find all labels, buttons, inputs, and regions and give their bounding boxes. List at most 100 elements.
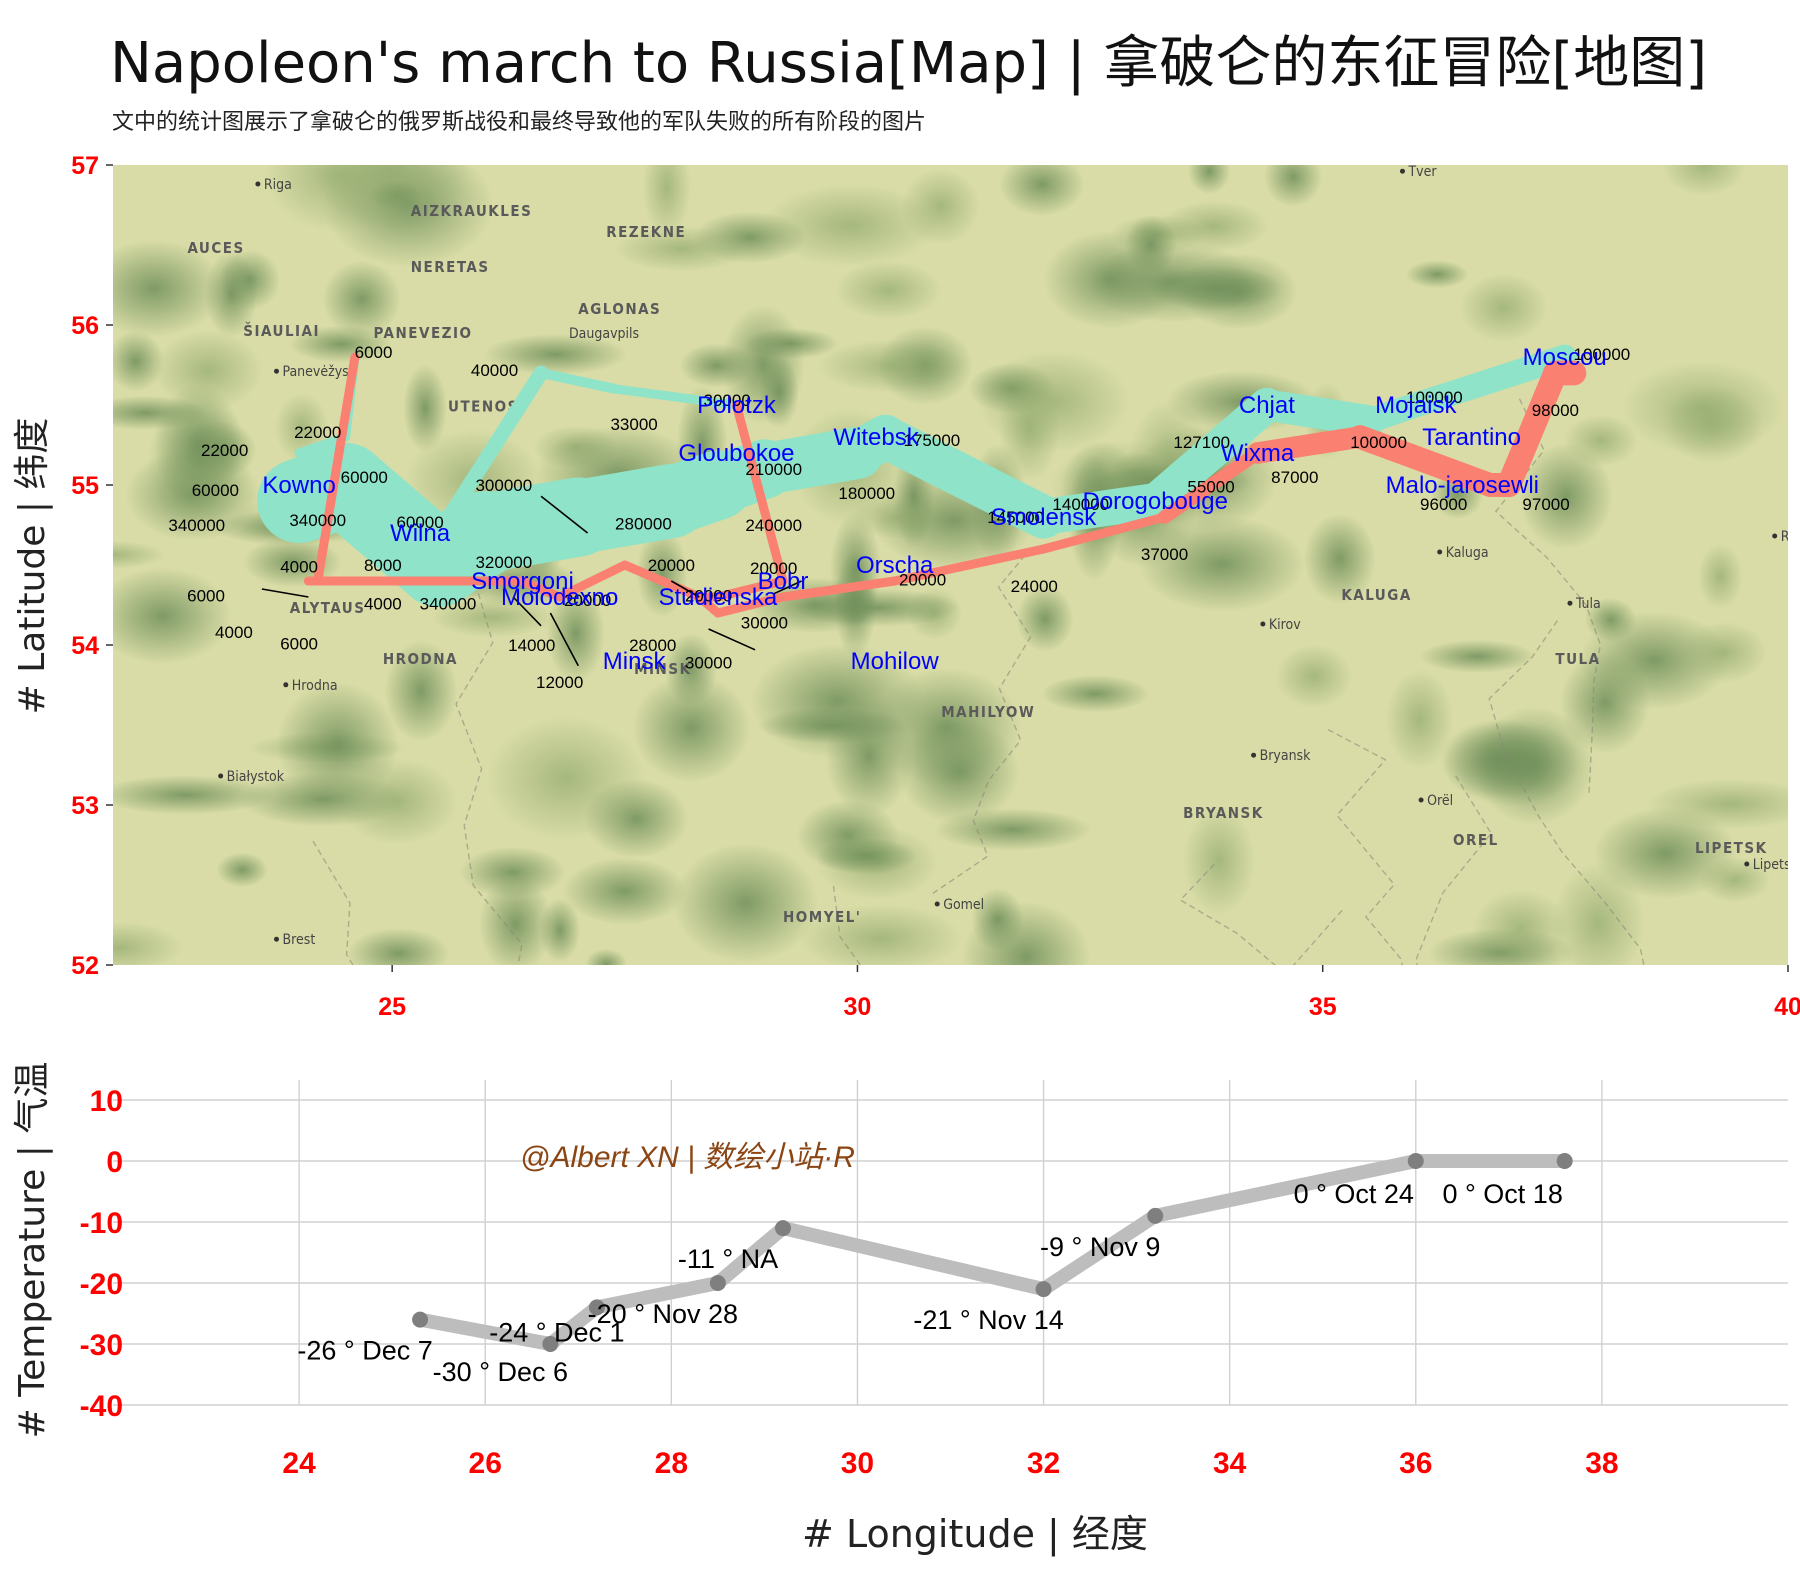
troop-count-label: 280000 bbox=[615, 514, 672, 533]
city-label: Wixma bbox=[1221, 440, 1295, 467]
border-line bbox=[1488, 620, 1645, 965]
troop-count-label: 100000 bbox=[1574, 345, 1631, 364]
troop-count-label: 320000 bbox=[475, 553, 532, 572]
troop-count-label: 140000 bbox=[1052, 495, 1109, 514]
temperature-y-tick-label: -20 bbox=[80, 1268, 123, 1301]
place-dot bbox=[283, 682, 289, 688]
forest-patch bbox=[614, 225, 751, 272]
basemap-label: Kaluga bbox=[1446, 545, 1489, 561]
temperature-point-label: -11 ° NA bbox=[678, 1244, 778, 1274]
forest-patch bbox=[459, 846, 566, 899]
basemap-label: Gomel bbox=[943, 897, 984, 913]
troop-count-label: 98000 bbox=[1532, 401, 1579, 420]
temperature-point-label: 0 ° Oct 18 bbox=[1442, 1179, 1562, 1209]
temperature-y-tick-label: -10 bbox=[80, 1207, 123, 1240]
map-x-tick-label: 40 bbox=[1774, 993, 1800, 1021]
leader-line bbox=[773, 580, 802, 595]
temperature-line-segment bbox=[710, 1221, 790, 1290]
basemap-label: Panevėžys bbox=[283, 364, 349, 380]
forest-patch bbox=[1697, 543, 1743, 611]
border-line bbox=[1494, 398, 1602, 796]
retreat-segment bbox=[890, 544, 1049, 586]
city-label: Minsk bbox=[603, 648, 667, 675]
forest-patch bbox=[585, 948, 628, 965]
temperature-point-label: -24 ° Dec 1 bbox=[489, 1317, 624, 1347]
temperature-point bbox=[542, 1336, 559, 1352]
advance-segment bbox=[611, 384, 741, 410]
troop-count-label: 33000 bbox=[610, 415, 657, 434]
temperature-x-tick-label: 32 bbox=[1027, 1447, 1060, 1480]
temperature-line-segment bbox=[543, 1300, 604, 1351]
basemap-label: AUCES bbox=[187, 239, 244, 257]
forest-patch bbox=[1443, 718, 1581, 807]
city-label: Smolensk bbox=[991, 504, 1097, 531]
city-label: Witebsk bbox=[833, 424, 919, 451]
troop-count-label: 210000 bbox=[745, 460, 802, 479]
troop-count-label: 96000 bbox=[1420, 495, 1467, 514]
basemap-label: MINSK bbox=[634, 660, 691, 678]
temperature-x-axis-label: # Longitude | 经度 bbox=[802, 1512, 1148, 1557]
map-panel: Riga AIZKRAUKLES AUCES REZEKNE NERETAS AGLONA… bbox=[12, 152, 1800, 1021]
forest-patch bbox=[679, 343, 754, 388]
basemap-labels: Riga AIZKRAUKLES AUCES REZEKNE NERETAS AGLONA… bbox=[187, 165, 1788, 948]
map-y-tick-label: 55 bbox=[71, 472, 99, 500]
forest-patch bbox=[562, 857, 687, 925]
forest-patch bbox=[1698, 856, 1771, 903]
basemap-label: LIPETSK bbox=[1695, 839, 1768, 857]
troop-count-label: 4000 bbox=[280, 558, 318, 577]
troop-count-label: 24000 bbox=[1011, 577, 1058, 596]
troop-count-label: 8000 bbox=[364, 556, 402, 575]
advance-segment bbox=[536, 368, 621, 394]
city-label: Tarantino bbox=[1422, 424, 1521, 451]
watermark: @Albert XN | 数绘小站·R bbox=[520, 1141, 855, 1174]
basemap-label: NERETAS bbox=[411, 258, 490, 276]
forest-patch bbox=[721, 304, 805, 425]
temperature-point bbox=[709, 1275, 726, 1291]
temperature-y-tick-label: -40 bbox=[80, 1390, 123, 1423]
retreat-segment bbox=[713, 576, 788, 602]
leader-line bbox=[512, 596, 542, 627]
retreat-segment bbox=[1496, 360, 1568, 498]
retreat-segment bbox=[1246, 426, 1371, 464]
forest-patch bbox=[757, 707, 905, 744]
basemap-label: AGLONAS bbox=[578, 300, 661, 318]
leader-line bbox=[540, 495, 589, 534]
temperature-x-tick-label: 28 bbox=[655, 1447, 688, 1480]
basemap-label: Białystok bbox=[227, 769, 285, 785]
temperature-x-tick-label: 34 bbox=[1213, 1447, 1247, 1480]
forest-patch bbox=[1263, 165, 1323, 207]
basemap-label: UTENOS bbox=[448, 397, 519, 415]
temperature-points bbox=[412, 1153, 1573, 1352]
forest-patch bbox=[1385, 669, 1454, 770]
basemap-label: ŠIAULIAI bbox=[243, 321, 320, 340]
basemap-label: BRYANSK bbox=[1183, 804, 1264, 822]
forest-patch bbox=[1419, 639, 1536, 674]
forest-patch bbox=[1405, 260, 1469, 289]
place-dot bbox=[1418, 797, 1424, 803]
troop-count-labels: 6000 40000 22000 22000 60000 60000 340000 34000… bbox=[168, 343, 1630, 692]
temperature-point bbox=[1556, 1153, 1573, 1169]
troop-count-label: 20000 bbox=[899, 570, 946, 589]
city-label: Smorgoni bbox=[471, 568, 574, 595]
troop-count-label: 97000 bbox=[1522, 495, 1569, 514]
map-y-axis-label: # Latitude | 纬度 bbox=[12, 418, 53, 715]
forest-patch bbox=[636, 529, 688, 618]
place-dot bbox=[1772, 533, 1778, 539]
temperature-point bbox=[775, 1220, 791, 1237]
basemap-label: Kirov bbox=[1269, 617, 1301, 633]
basemap-label: Hrodna bbox=[292, 678, 338, 694]
advance-segment bbox=[1025, 483, 1174, 535]
basemap-label: HRODNA bbox=[383, 650, 458, 668]
place-dot bbox=[1744, 861, 1750, 867]
map-y-tick-label: 54 bbox=[71, 632, 99, 660]
troop-count-label: 4000 bbox=[364, 594, 402, 613]
troop-count-label: 37000 bbox=[1141, 545, 1188, 564]
forest-patch bbox=[642, 165, 691, 239]
temperature-point-label: 0 ° Oct 24 bbox=[1294, 1179, 1414, 1209]
forest-patch bbox=[113, 567, 232, 665]
troop-count-label: 175000 bbox=[904, 431, 961, 450]
forest-patch bbox=[483, 333, 628, 375]
forest-patch bbox=[322, 260, 401, 338]
temperature-line-segment bbox=[1036, 1208, 1163, 1297]
